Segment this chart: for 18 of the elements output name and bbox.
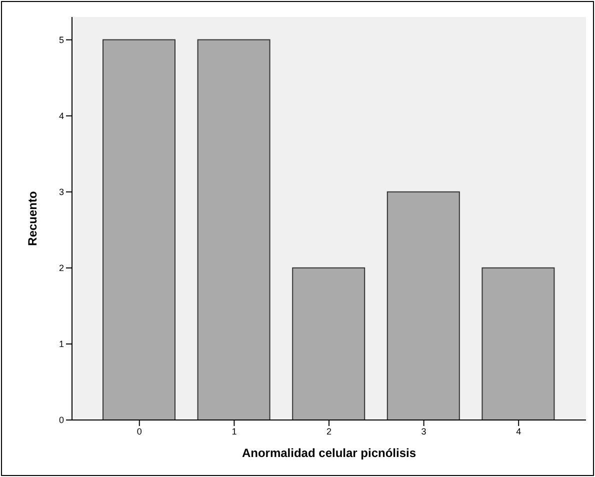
bar (386, 191, 460, 420)
x-tick-label: 4 (516, 426, 522, 436)
bar (102, 39, 176, 420)
y-tick-label: 0 (58, 415, 64, 426)
bar (482, 267, 555, 420)
y-tick-label: 5 (58, 35, 64, 46)
x-tick-label: 0 (136, 426, 142, 436)
y-tick-label: 3 (58, 187, 64, 198)
x-tick-label: 3 (421, 426, 426, 436)
y-axis-title: Recuento (25, 191, 40, 246)
bar (197, 39, 270, 420)
y-tick-label: 2 (58, 263, 64, 274)
x-tick-label: 2 (326, 426, 332, 436)
x-axis-title: Anormalidad celular picnólisis (242, 446, 416, 460)
y-tick-label: 4 (58, 111, 64, 122)
bar (292, 267, 366, 420)
x-tick-label: 1 (232, 426, 237, 436)
y-tick-label: 1 (58, 339, 64, 350)
